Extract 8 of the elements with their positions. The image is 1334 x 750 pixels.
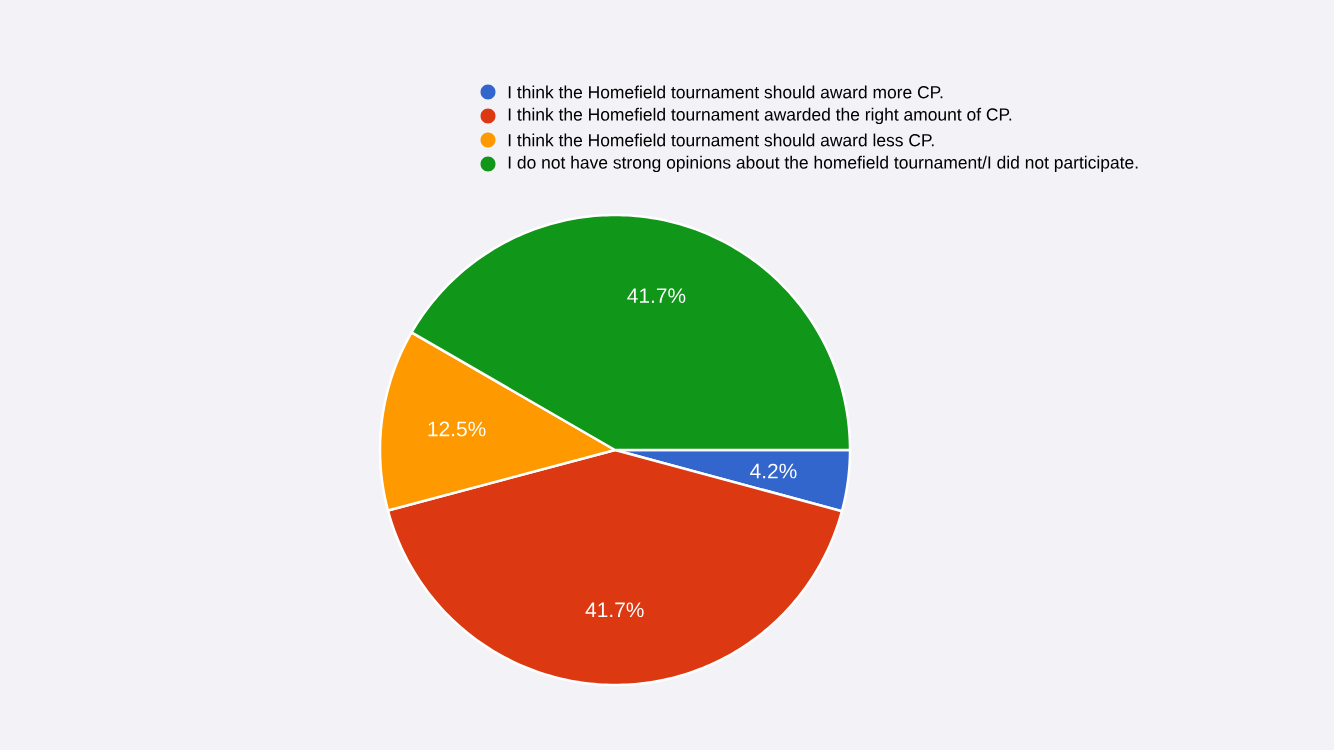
data-label: 41.7%: [627, 288, 686, 303]
legend-label: I do not have strong opinions about the homefield tournament/I did not participate.: [508, 155, 1138, 173]
legend-label: I think the Homefield tournament should award more CP.: [508, 85, 943, 99]
legend-label: I think the Homefield tournament awarded the right amount of CP.: [508, 107, 1012, 125]
data-label: 12.5%: [428, 421, 486, 437]
data-label: 4.2%: [750, 463, 797, 479]
data-label: 41.7%: [585, 602, 644, 618]
legend-label: I think the Homefield tournament should award less CP.: [508, 133, 934, 147]
